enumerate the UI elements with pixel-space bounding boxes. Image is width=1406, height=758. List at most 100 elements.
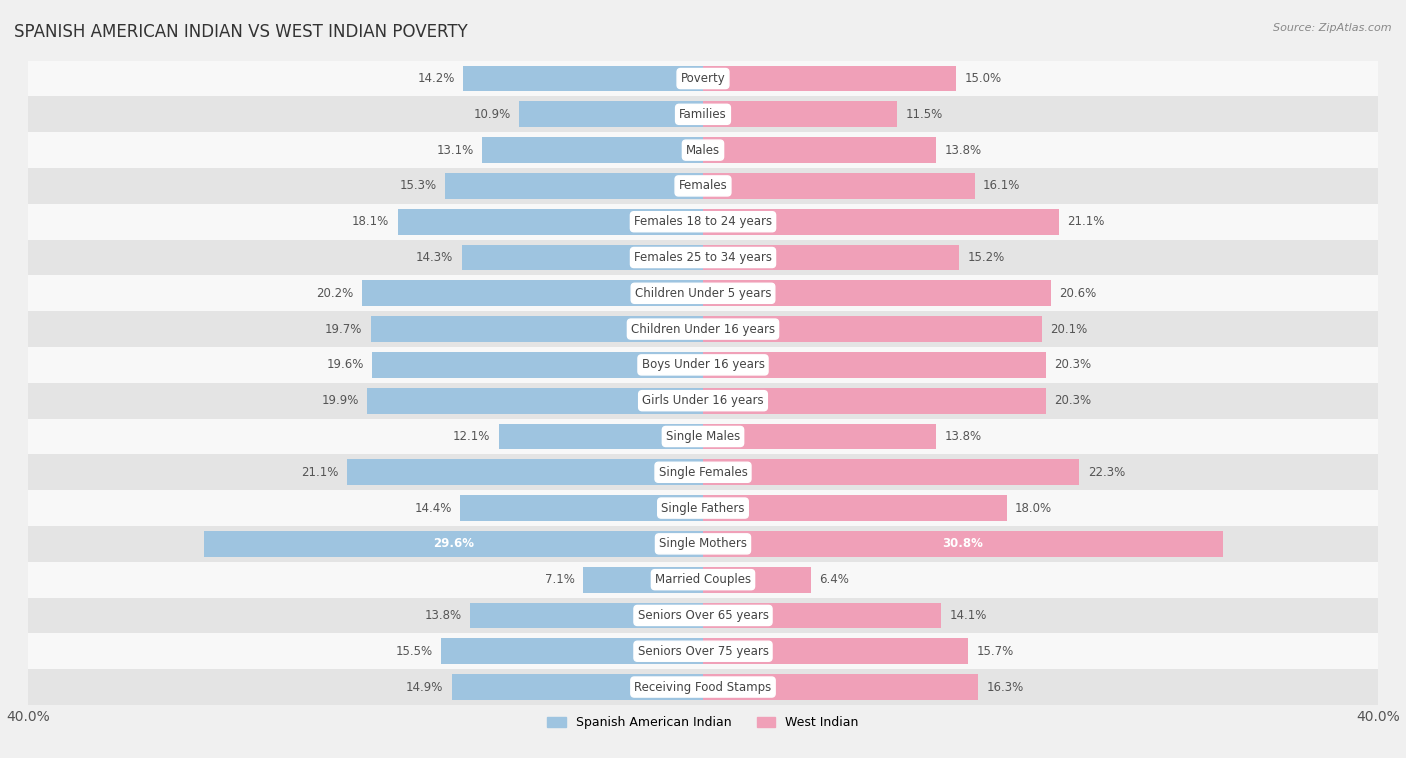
Text: SPANISH AMERICAN INDIAN VS WEST INDIAN POVERTY: SPANISH AMERICAN INDIAN VS WEST INDIAN P…	[14, 23, 468, 41]
Bar	[347, 459, 703, 485]
Bar	[583, 567, 703, 593]
Bar	[703, 208, 1059, 235]
Text: Single Females: Single Females	[658, 465, 748, 479]
Bar	[28, 597, 1378, 634]
Text: Seniors Over 65 years: Seniors Over 65 years	[637, 609, 769, 622]
Bar	[460, 495, 703, 521]
Bar	[519, 102, 703, 127]
Text: Males: Males	[686, 143, 720, 157]
Text: 21.1%: 21.1%	[1067, 215, 1105, 228]
Bar	[703, 137, 936, 163]
Bar	[371, 316, 703, 342]
Text: Seniors Over 75 years: Seniors Over 75 years	[637, 645, 769, 658]
Text: 20.3%: 20.3%	[1054, 394, 1091, 407]
Bar	[363, 280, 703, 306]
Text: 30.8%: 30.8%	[942, 537, 983, 550]
Bar	[703, 316, 1042, 342]
Text: 22.3%: 22.3%	[1088, 465, 1125, 479]
Text: 20.6%: 20.6%	[1059, 287, 1097, 300]
Bar	[464, 66, 703, 92]
Text: Single Fathers: Single Fathers	[661, 502, 745, 515]
Text: 10.9%: 10.9%	[474, 108, 510, 121]
Bar	[703, 280, 1050, 306]
Bar	[28, 132, 1378, 168]
Text: 15.5%: 15.5%	[396, 645, 433, 658]
Text: 14.3%: 14.3%	[416, 251, 453, 264]
Text: 14.9%: 14.9%	[406, 681, 443, 694]
Bar	[28, 562, 1378, 597]
Bar	[482, 137, 703, 163]
Text: 13.8%: 13.8%	[425, 609, 461, 622]
Bar	[444, 173, 703, 199]
Text: 14.4%: 14.4%	[415, 502, 451, 515]
Text: 18.0%: 18.0%	[1015, 502, 1052, 515]
Bar	[703, 245, 959, 271]
Text: Children Under 16 years: Children Under 16 years	[631, 323, 775, 336]
Text: 20.1%: 20.1%	[1050, 323, 1088, 336]
Bar	[703, 531, 1223, 556]
Bar	[703, 352, 1046, 377]
Text: 20.3%: 20.3%	[1054, 359, 1091, 371]
Bar	[367, 388, 703, 414]
Bar	[703, 638, 967, 664]
Bar	[703, 102, 897, 127]
Bar	[28, 204, 1378, 240]
Bar	[28, 669, 1378, 705]
Bar	[28, 490, 1378, 526]
Text: 14.2%: 14.2%	[418, 72, 456, 85]
Bar	[28, 168, 1378, 204]
Bar	[703, 459, 1080, 485]
Bar	[28, 347, 1378, 383]
Bar	[28, 418, 1378, 454]
Text: Females 18 to 24 years: Females 18 to 24 years	[634, 215, 772, 228]
Text: 20.2%: 20.2%	[316, 287, 354, 300]
Bar	[461, 245, 703, 271]
Bar	[703, 173, 974, 199]
Text: 21.1%: 21.1%	[301, 465, 339, 479]
Bar	[28, 96, 1378, 132]
Text: 15.7%: 15.7%	[976, 645, 1014, 658]
Text: 16.1%: 16.1%	[983, 180, 1021, 193]
Text: 15.0%: 15.0%	[965, 72, 1001, 85]
Text: Single Mothers: Single Mothers	[659, 537, 747, 550]
Text: 13.8%: 13.8%	[945, 430, 981, 443]
Bar	[28, 61, 1378, 96]
Text: 16.3%: 16.3%	[987, 681, 1024, 694]
Bar	[703, 567, 811, 593]
Text: 19.6%: 19.6%	[326, 359, 364, 371]
Text: 7.1%: 7.1%	[546, 573, 575, 586]
Text: Children Under 5 years: Children Under 5 years	[634, 287, 772, 300]
Text: 15.3%: 15.3%	[399, 180, 436, 193]
Bar	[703, 66, 956, 92]
Text: 15.2%: 15.2%	[967, 251, 1005, 264]
Bar	[28, 526, 1378, 562]
Bar	[499, 424, 703, 449]
Bar	[28, 312, 1378, 347]
Bar	[28, 634, 1378, 669]
Text: Receiving Food Stamps: Receiving Food Stamps	[634, 681, 772, 694]
Bar	[451, 674, 703, 700]
Bar	[398, 208, 703, 235]
Legend: Spanish American Indian, West Indian: Spanish American Indian, West Indian	[543, 711, 863, 735]
Text: 19.9%: 19.9%	[322, 394, 359, 407]
Text: Families: Families	[679, 108, 727, 121]
Bar	[28, 383, 1378, 418]
Bar	[470, 603, 703, 628]
Bar	[204, 531, 703, 556]
Bar	[703, 424, 936, 449]
Text: Source: ZipAtlas.com: Source: ZipAtlas.com	[1274, 23, 1392, 33]
Text: Girls Under 16 years: Girls Under 16 years	[643, 394, 763, 407]
Bar	[703, 674, 979, 700]
Text: Females: Females	[679, 180, 727, 193]
Bar	[703, 603, 941, 628]
Text: Boys Under 16 years: Boys Under 16 years	[641, 359, 765, 371]
Bar	[441, 638, 703, 664]
Text: 19.7%: 19.7%	[325, 323, 363, 336]
Bar	[703, 388, 1046, 414]
Text: 18.1%: 18.1%	[352, 215, 389, 228]
Text: 6.4%: 6.4%	[820, 573, 849, 586]
Text: 14.1%: 14.1%	[949, 609, 987, 622]
Text: 11.5%: 11.5%	[905, 108, 942, 121]
Text: 13.8%: 13.8%	[945, 143, 981, 157]
Bar	[28, 240, 1378, 275]
